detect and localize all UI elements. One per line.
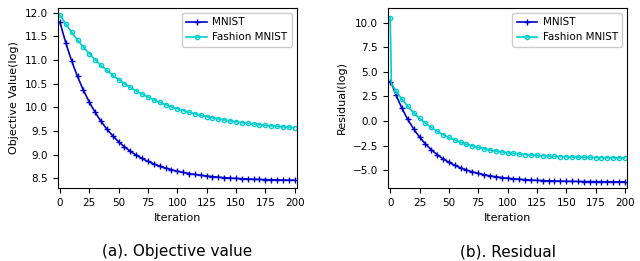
Fashion MNIST (408, 109, 415, 112)
Line: Fashion MNIST: Fashion MNIST (388, 16, 627, 160)
MNIST (56, 20, 64, 23)
Fashion MNIST (183, 110, 191, 113)
X-axis label: Iteration: Iteration (484, 213, 531, 223)
MNIST (408, 124, 415, 127)
Title: (a). Objective value: (a). Objective value (102, 244, 252, 259)
Line: MNIST: MNIST (56, 19, 298, 184)
Fashion MNIST (601, 156, 609, 159)
MNIST (57, 25, 65, 28)
Y-axis label: Residual(log): Residual(log) (337, 61, 348, 134)
Legend: MNIST, Fashion MNIST: MNIST, Fashion MNIST (513, 13, 622, 46)
Line: MNIST: MNIST (387, 78, 628, 185)
Fashion MNIST (387, 16, 394, 19)
Title: (b). Residual: (b). Residual (460, 244, 556, 259)
MNIST (271, 178, 278, 181)
MNIST (183, 171, 191, 175)
MNIST (155, 164, 163, 167)
Fashion MNIST (472, 145, 480, 149)
X-axis label: Iteration: Iteration (154, 213, 201, 223)
Y-axis label: Objective Value(log): Objective Value(log) (9, 41, 19, 154)
Fashion MNIST (141, 94, 149, 98)
Fashion MNIST (155, 100, 163, 103)
Fashion MNIST (57, 15, 65, 18)
Fashion MNIST (291, 126, 298, 129)
MNIST (472, 171, 480, 174)
MNIST (77, 83, 85, 86)
Fashion MNIST (271, 124, 278, 128)
Line: Fashion MNIST: Fashion MNIST (58, 13, 297, 130)
MNIST (621, 180, 628, 183)
Fashion MNIST (513, 152, 521, 155)
Fashion MNIST (56, 13, 64, 16)
MNIST (388, 81, 396, 84)
MNIST (291, 179, 298, 182)
Legend: MNIST, Fashion MNIST: MNIST, Fashion MNIST (182, 13, 292, 46)
MNIST (485, 174, 493, 177)
MNIST (141, 159, 149, 162)
MNIST (601, 180, 609, 183)
Fashion MNIST (485, 148, 493, 151)
MNIST (513, 177, 521, 181)
Fashion MNIST (388, 82, 396, 85)
Fashion MNIST (77, 43, 85, 46)
MNIST (387, 80, 394, 83)
Fashion MNIST (621, 156, 628, 159)
